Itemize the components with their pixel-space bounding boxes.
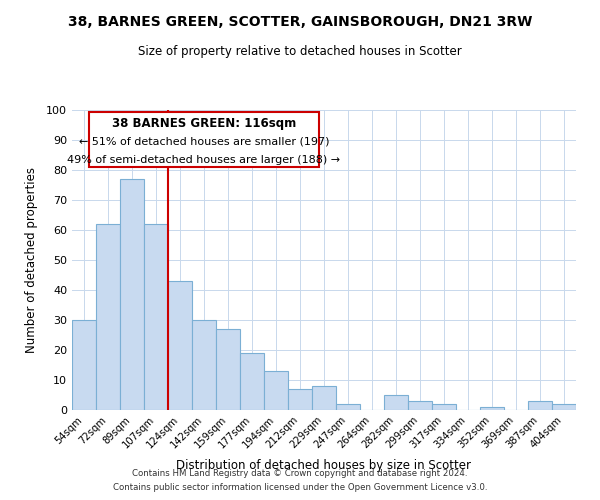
X-axis label: Distribution of detached houses by size in Scotter: Distribution of detached houses by size … xyxy=(176,459,472,472)
Bar xyxy=(72,320,96,410)
Text: 38, BARNES GREEN, SCOTTER, GAINSBOROUGH, DN21 3RW: 38, BARNES GREEN, SCOTTER, GAINSBOROUGH,… xyxy=(68,15,532,29)
Bar xyxy=(384,395,408,410)
Bar xyxy=(288,389,312,410)
Bar xyxy=(336,404,360,410)
Bar xyxy=(264,371,288,410)
Bar xyxy=(240,353,264,410)
Bar xyxy=(144,224,168,410)
Bar xyxy=(528,401,552,410)
Bar xyxy=(408,401,432,410)
Bar xyxy=(312,386,336,410)
Text: Contains public sector information licensed under the Open Government Licence v3: Contains public sector information licen… xyxy=(113,484,487,492)
Text: 38 BARNES GREEN: 116sqm: 38 BARNES GREEN: 116sqm xyxy=(112,118,296,130)
Bar xyxy=(89,112,319,167)
Bar xyxy=(552,404,576,410)
Bar xyxy=(168,281,192,410)
Y-axis label: Number of detached properties: Number of detached properties xyxy=(25,167,38,353)
Text: Contains HM Land Registry data © Crown copyright and database right 2024.: Contains HM Land Registry data © Crown c… xyxy=(132,468,468,477)
Bar xyxy=(120,179,144,410)
Bar xyxy=(192,320,216,410)
Text: Size of property relative to detached houses in Scotter: Size of property relative to detached ho… xyxy=(138,45,462,58)
Bar xyxy=(96,224,120,410)
Bar xyxy=(480,407,504,410)
Text: 49% of semi-detached houses are larger (188) →: 49% of semi-detached houses are larger (… xyxy=(67,155,341,165)
Bar xyxy=(216,329,240,410)
Bar xyxy=(432,404,456,410)
Text: ← 51% of detached houses are smaller (197): ← 51% of detached houses are smaller (19… xyxy=(79,137,329,147)
